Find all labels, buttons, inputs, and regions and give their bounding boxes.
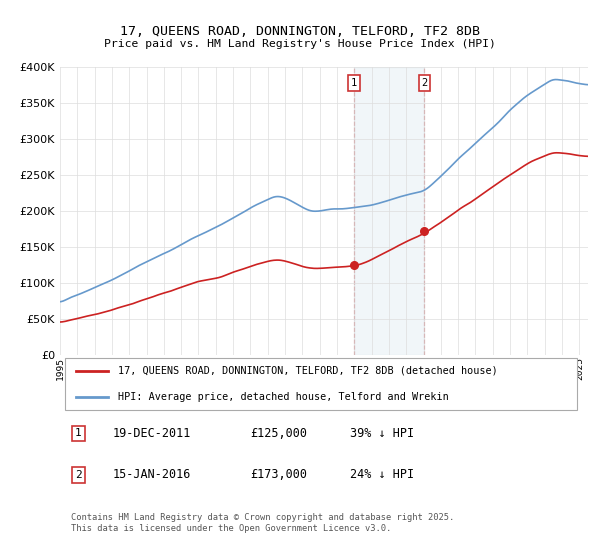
Text: Price paid vs. HM Land Registry's House Price Index (HPI): Price paid vs. HM Land Registry's House … [104, 39, 496, 49]
Text: Contains HM Land Registry data © Crown copyright and database right 2025.
This d: Contains HM Land Registry data © Crown c… [71, 513, 454, 533]
Text: 17, QUEENS ROAD, DONNINGTON, TELFORD, TF2 8DB: 17, QUEENS ROAD, DONNINGTON, TELFORD, TF… [120, 25, 480, 38]
Text: 24% ↓ HPI: 24% ↓ HPI [350, 468, 415, 482]
Text: £173,000: £173,000 [250, 468, 307, 482]
Text: 2: 2 [75, 470, 82, 480]
FancyBboxPatch shape [65, 358, 577, 410]
Text: 1: 1 [75, 428, 82, 438]
Bar [354, 67, 424, 355]
Text: £125,000: £125,000 [250, 427, 307, 440]
Text: 1: 1 [350, 78, 357, 88]
Text: 17, QUEENS ROAD, DONNINGTON, TELFORD, TF2 8DB (detached house): 17, QUEENS ROAD, DONNINGTON, TELFORD, TF… [118, 366, 498, 376]
Text: 2: 2 [421, 78, 427, 88]
Text: 39% ↓ HPI: 39% ↓ HPI [350, 427, 415, 440]
Text: 19-DEC-2011: 19-DEC-2011 [113, 427, 191, 440]
Text: 15-JAN-2016: 15-JAN-2016 [113, 468, 191, 482]
Text: HPI: Average price, detached house, Telford and Wrekin: HPI: Average price, detached house, Telf… [118, 392, 449, 402]
